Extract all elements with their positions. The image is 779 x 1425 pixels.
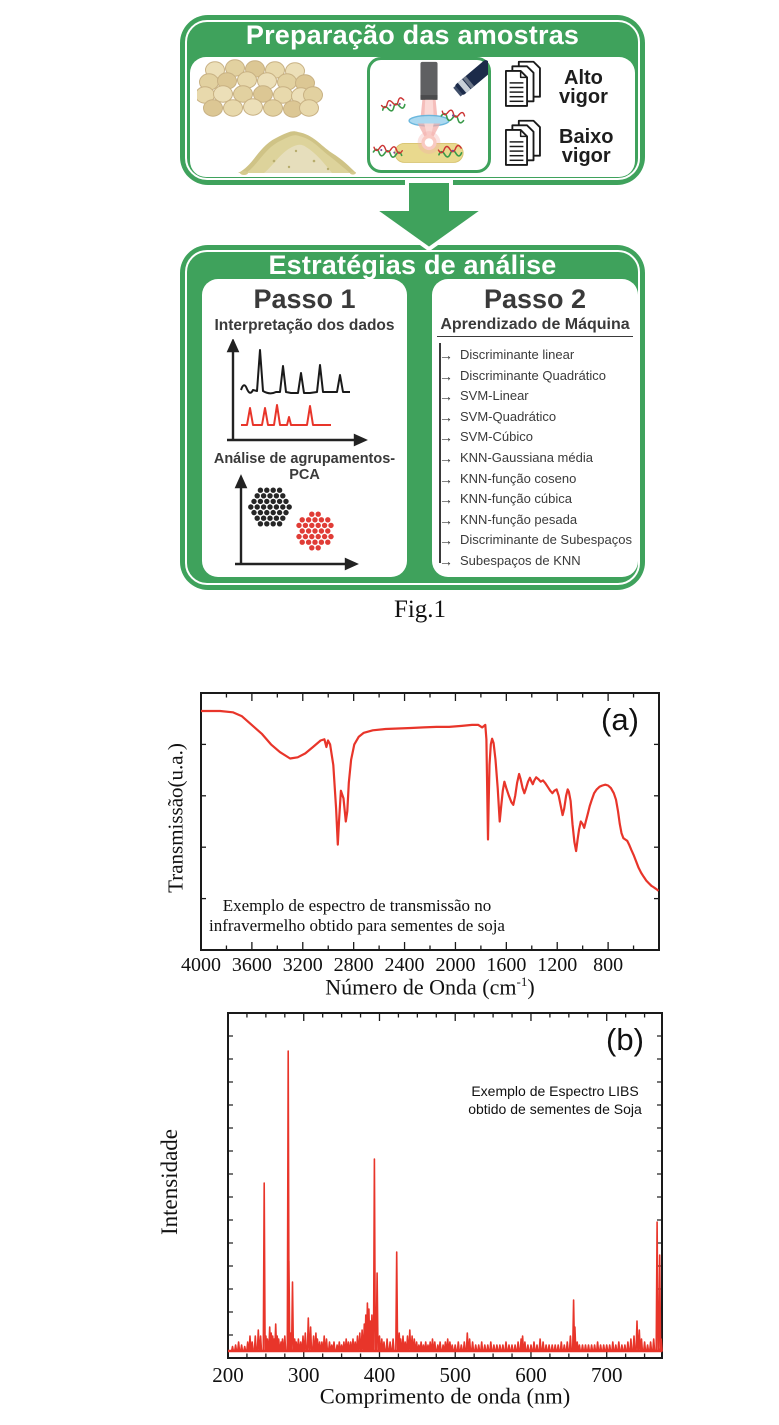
svg-text:2000: 2000 [435, 954, 475, 976]
branch-arrow-icon: → [439, 470, 453, 487]
svg-text:800: 800 [593, 954, 623, 976]
ml-method-item: → Subespaços de KNN [439, 551, 635, 572]
step1-panel: Passo 1 Interpretação dos dados Análise … [202, 279, 407, 577]
laser-head [420, 61, 438, 100]
libs-ylabel: Intensidade [157, 1128, 182, 1236]
branch-arrow-icon: → [439, 491, 453, 508]
ml-method-item: → Discriminante Quadrático [439, 366, 635, 387]
ml-method-item: → Discriminante linear [439, 345, 635, 366]
analysis-strategies-box: Estratégias de análise Passo 1 Interpret… [180, 245, 645, 590]
step1-pca-label: Análise de agrupamentos-PCA [213, 451, 396, 483]
svg-text:700: 700 [591, 1363, 623, 1387]
svg-text:4000: 4000 [181, 954, 221, 976]
laser-ablation-illustration [372, 60, 494, 163]
branch-arrow-icon: → [439, 408, 453, 425]
svg-text:3600: 3600 [232, 954, 272, 976]
pca-scatter-sketch [234, 474, 359, 571]
figure-caption: Fig.1 [393, 596, 447, 623]
ir-ylabel: Transmissão(u.a.) [163, 743, 188, 893]
step2-panel: Passo 2 Aprendizado de Máquina → Discrimi… [432, 279, 638, 577]
svg-text:200: 200 [212, 1363, 244, 1387]
svg-text:3200: 3200 [283, 954, 323, 976]
libs-xlabel: Comprimento de onda (nm) [319, 1383, 571, 1409]
ir-spectrum-chart: 800 1200 1600 2000 2400 2800 3200 3600 4000 [181, 692, 660, 976]
panel-b-label: (b) [606, 1022, 644, 1057]
low-vigor-label: Baixo vigor [559, 125, 614, 167]
branch-arrow-icon: → [439, 347, 453, 363]
svg-text:2800: 2800 [334, 954, 374, 976]
ml-method-item: → SVM-Quadrático [439, 407, 635, 428]
flour-illustration [234, 131, 356, 175]
soybean-seeds-photo [197, 58, 324, 120]
step1-data-interpretation-label: Interpretação dos dados [214, 317, 395, 334]
high-vigor-label: Alto vigor [559, 66, 608, 108]
step2-title: Passo 2 [483, 284, 587, 314]
branch-arrow-icon: → [439, 367, 453, 384]
ml-methods-list: → Discriminante linear → Discriminante Quad… [439, 343, 635, 572]
branch-arrow-icon: → [439, 388, 453, 405]
red-spectrum-line [241, 404, 331, 426]
svg-text:1200: 1200 [537, 954, 577, 976]
branch-arrow-icon: → [439, 552, 453, 569]
low-vigor-group: Baixo vigor [505, 118, 613, 175]
branch-arrow-icon: → [439, 449, 453, 466]
high-vigor-group: Alto vigor [505, 59, 608, 116]
svg-text:1600: 1600 [486, 954, 526, 976]
spectra-sketch [226, 339, 368, 447]
ml-method-item: → SVM-Linear [439, 386, 635, 407]
document-stack-icon [505, 60, 541, 107]
branch-arrow-icon: → [439, 532, 453, 549]
document-stack-icon [505, 119, 541, 166]
black-spectrum-line [240, 349, 350, 395]
dna-ejecta [372, 97, 466, 158]
ir-xlabel: Número de Onda (cm-1) [325, 974, 535, 1000]
ir-annotation: Exemplo de espectro de transmissão no in… [209, 896, 505, 935]
laser-ablation-frame [367, 57, 494, 173]
down-arrow-icon [368, 179, 490, 252]
machine-learning-heading: Aprendizado de Máquina [437, 316, 633, 337]
soybeans-illustration [197, 59, 323, 118]
svg-text:400: 400 [364, 1363, 396, 1387]
svg-text:300: 300 [288, 1363, 320, 1387]
svg-text:500: 500 [439, 1363, 471, 1387]
svg-text:2400: 2400 [385, 954, 425, 976]
sample-preparation-box: Preparação das amostras [180, 15, 645, 185]
ml-method-item: → Discriminante de Subespaços [439, 530, 635, 551]
step1-title: Passo 1 [253, 284, 356, 314]
libs-spectrum-chart: 200 300 400 500 600 700 [212, 1012, 663, 1387]
svg-text:600: 600 [515, 1363, 547, 1387]
ml-method-item: → KNN-função cúbica [439, 489, 635, 510]
fiber-optic-probe [453, 60, 494, 97]
panel-a-label: (a) [601, 702, 639, 737]
branch-arrow-icon: → [439, 511, 453, 528]
ml-method-item: → KNN-função coseno [439, 469, 635, 490]
libs-annotation: Exemplo de Espectro LIBS obtido de semen… [468, 1083, 642, 1117]
ml-method-item: → KNN-Gaussiana média [439, 448, 635, 469]
sample-preparation-title: Preparação das amostras [245, 20, 580, 50]
soy-flour-photo [234, 121, 359, 176]
branch-arrow-icon: → [439, 429, 453, 446]
ml-method-item: → KNN-função pesada [439, 510, 635, 531]
ml-method-item: → SVM-Cúbico [439, 427, 635, 448]
analysis-strategies-title: Estratégias de análise [268, 250, 557, 280]
sample-preparation-panel: Alto vigor Baixo vigor [190, 57, 635, 177]
